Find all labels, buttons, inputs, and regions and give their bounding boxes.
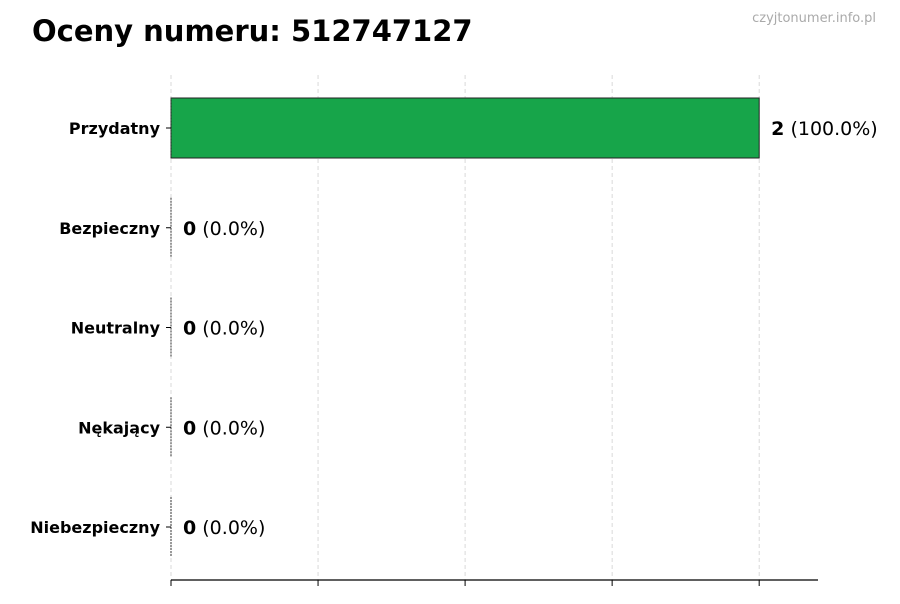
data-label: 0 (0.0%) xyxy=(183,517,265,539)
data-label-count: 0 xyxy=(183,517,196,539)
data-label-count: 2 xyxy=(771,118,784,140)
category-label: Niebezpieczny xyxy=(30,518,160,537)
category-label: Nękający xyxy=(78,418,160,437)
data-label: 0 (0.0%) xyxy=(183,318,265,340)
data-label: 2 (100.0%) xyxy=(771,118,878,140)
data-label-percent: (100.0%) xyxy=(784,118,877,140)
data-label-count: 0 xyxy=(183,417,196,439)
chart-title: Oceny numeru: 512747127 xyxy=(32,14,473,48)
data-label: 0 (0.0%) xyxy=(183,218,265,240)
data-label-count: 0 xyxy=(183,218,196,240)
category-label: Bezpieczny xyxy=(59,219,160,238)
data-label-percent: (0.0%) xyxy=(196,417,265,439)
data-label: 0 (0.0%) xyxy=(183,417,265,439)
category-label: Neutralny xyxy=(71,319,161,338)
data-label-count: 0 xyxy=(183,318,196,340)
category-label: Przydatny xyxy=(69,119,161,138)
data-label-percent: (0.0%) xyxy=(196,517,265,539)
data-label-percent: (0.0%) xyxy=(196,318,265,340)
watermark: czyjtonumer.info.pl xyxy=(752,11,876,26)
data-label-percent: (0.0%) xyxy=(196,218,265,240)
bar-przydatny xyxy=(170,97,760,159)
